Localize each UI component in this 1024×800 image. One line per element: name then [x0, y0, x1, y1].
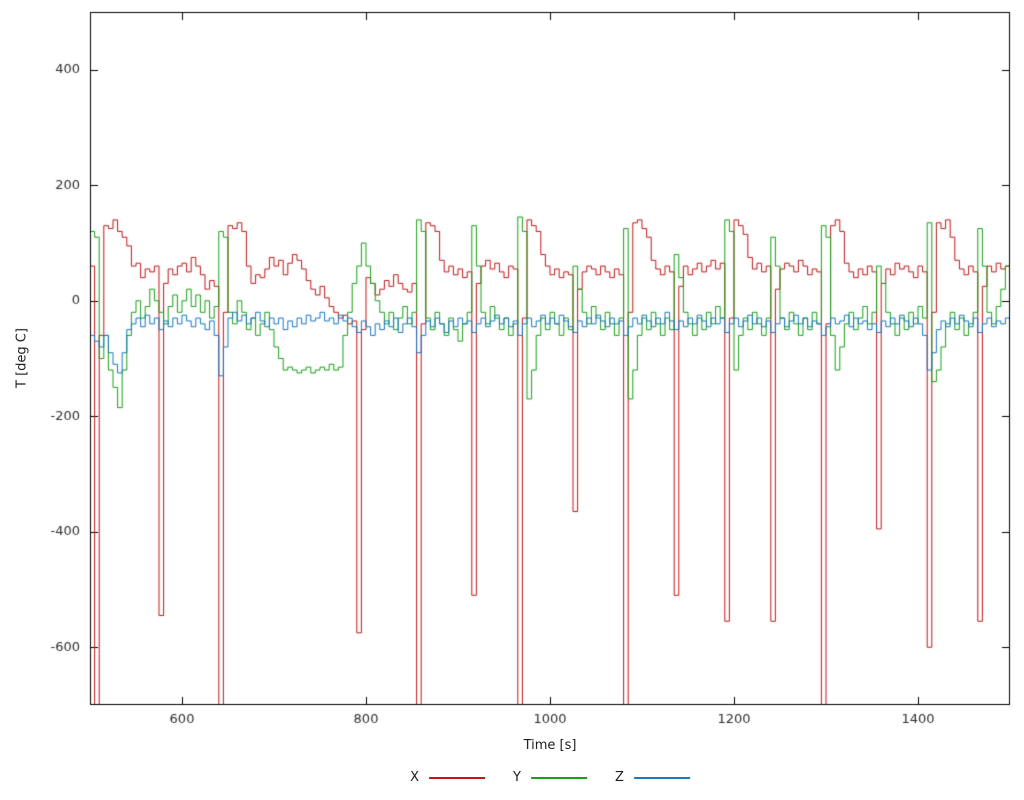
legend-label-z: Z [614, 770, 624, 785]
legend: X Y Z [410, 770, 690, 785]
legend-item-y: Y [513, 770, 587, 785]
legend-item-x: X [410, 770, 486, 785]
x-axis-label: Time [s] [523, 738, 577, 753]
legend-label-x: X [410, 770, 420, 785]
legend-line-sample-y [530, 776, 587, 779]
legend-line-sample-z [633, 776, 690, 779]
legend-item-z: Z [615, 770, 690, 785]
legend-line-sample-x [429, 776, 486, 779]
y-axis-label: T [deg C] [14, 328, 30, 388]
legend-label-y: Y [513, 770, 521, 785]
